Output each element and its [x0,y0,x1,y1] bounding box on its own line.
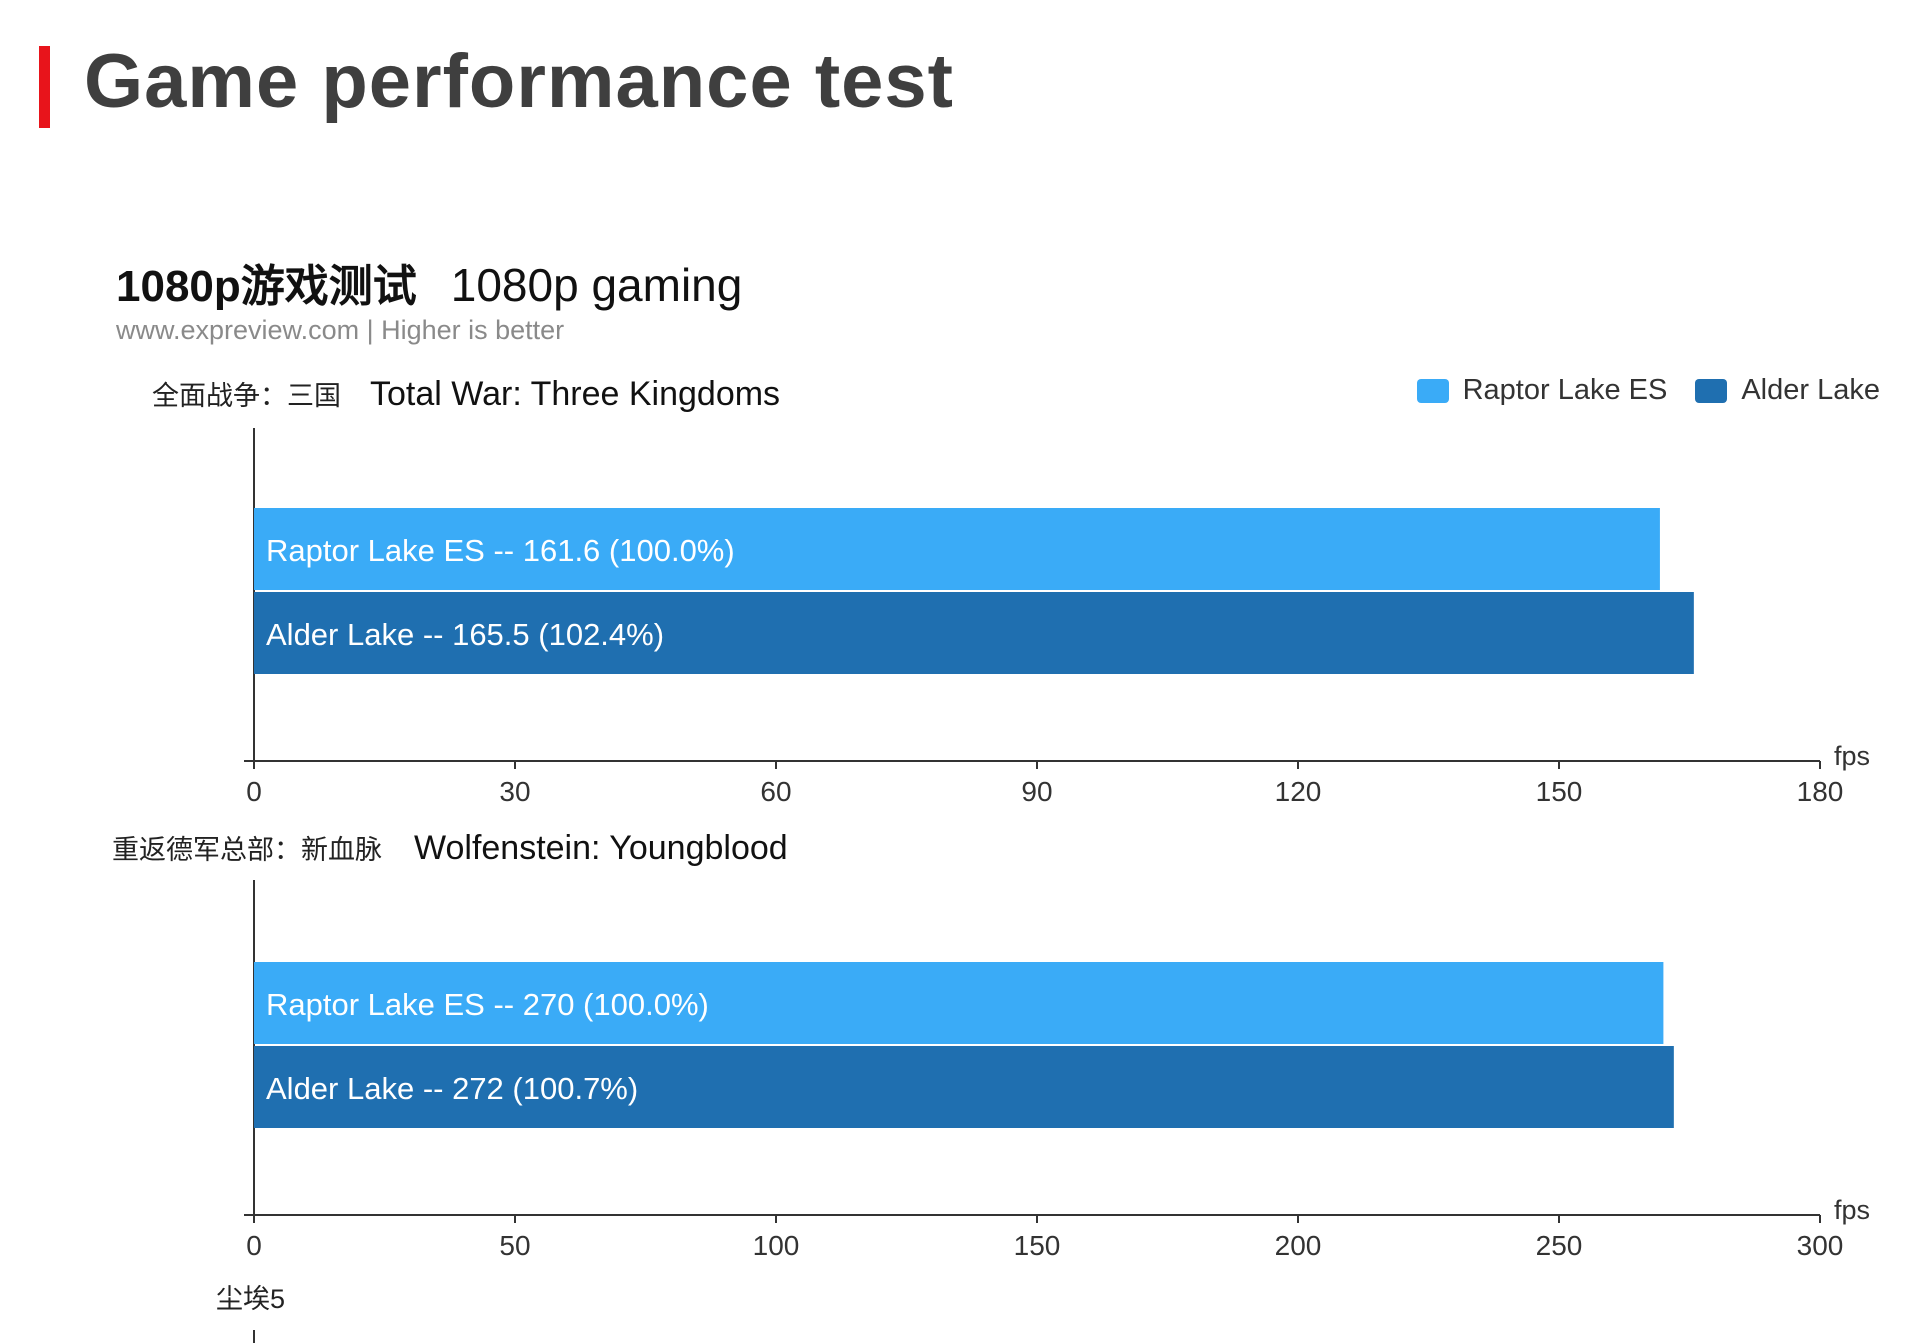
chart-0-bar-label-0: Raptor Lake ES -- 161.6 (100.0%) [266,533,735,568]
chart-2-title-cn: 尘埃5 [216,1284,285,1314]
legend-item-alder-lake: Alder Lake [1695,374,1880,407]
chart-1-tick-label-0: 0 [246,1230,262,1261]
chart-0-bar-0 [254,508,1660,590]
subtitle-cn: 1080p游戏测试 [116,262,417,311]
page-title: Game performance test [84,39,954,124]
legend-item-raptor-lake: Raptor Lake ES [1416,374,1668,407]
legend-label-raptor-lake: Raptor Lake ES [1462,374,1668,406]
chart-0-tick-label-2: 60 [760,776,791,807]
section-subtitle: 1080p游戏测试 1080p gaming [116,250,742,314]
legend-label-alder-lake: Alder Lake [1741,374,1880,406]
chart-1-title-cn: 重返德军总部：新血脉 [112,835,382,865]
chart-0-tick-label-6: 180 [1797,776,1844,807]
chart-0-bar-1 [254,592,1694,674]
chart-1-tick-label-4: 200 [1275,1230,1322,1261]
chart-0-title: Total War: Three Kingdoms [370,375,780,413]
source-note: www.expreview.com | Higher is better [116,315,565,345]
chart-0-tick-label-0: 0 [246,776,262,807]
chart-1-bar-0 [254,962,1664,1044]
chart-1-bar-label-1: Alder Lake -- 272 (100.7%) [266,1071,638,1106]
chart-1-tick-label-6: 300 [1797,1230,1844,1261]
chart-1-unit-label: fps [1834,1195,1870,1225]
chart-1-tick-label-2: 100 [753,1230,800,1261]
chart-1-bar-1 [254,1046,1674,1128]
chart-0-unit-label: fps [1834,741,1870,771]
chart-0-title-cn: 全面战争：三国 [152,381,341,411]
title-accent-bar [39,46,50,128]
chart-1-tick-label-1: 50 [499,1230,530,1261]
chart-1-bar-label-0: Raptor Lake ES -- 270 (100.0%) [266,987,709,1022]
chart-1-tick-label-5: 250 [1536,1230,1583,1261]
legend-swatch-alder-lake [1695,378,1728,403]
chart-legend: Raptor Lake ES Alder Lake [1416,374,1880,407]
chart-0-bar-label-1: Alder Lake -- 165.5 (102.4%) [266,617,664,652]
chart-0-tick-label-1: 30 [499,776,530,807]
subtitle-en: 1080p gaming [450,259,743,311]
chart-1-tick-label-3: 150 [1014,1230,1061,1261]
chart-0-tick-label-3: 90 [1021,776,1052,807]
chart-1-title: Wolfenstein: Youngblood [414,829,788,867]
chart-0-tick-label-4: 120 [1275,776,1322,807]
chart-0-tick-label-5: 150 [1536,776,1583,807]
legend-swatch-raptor-lake [1416,378,1449,403]
